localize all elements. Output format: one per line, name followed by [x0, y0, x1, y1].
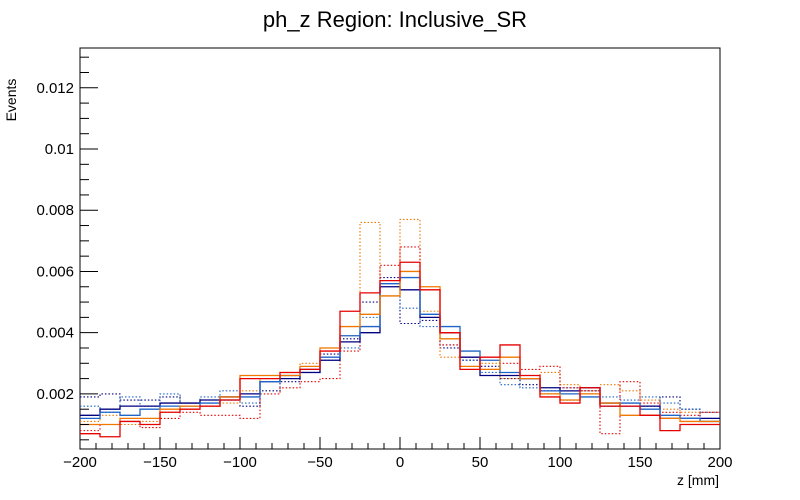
tick-layer: −200 −150 −100 −50 0 50 100 150 200 0.002 0.004 0.0…: [36, 56, 733, 471]
x-tick-label: 50: [472, 454, 489, 471]
series-layer: [80, 218, 720, 438]
series-3-solid-line: [80, 261, 720, 438]
x-axis-label: z [mm]: [677, 472, 719, 488]
series-7-dotted-line: [80, 246, 720, 435]
x-tick-label: 150: [627, 454, 652, 471]
y-tick-label: 0.004: [36, 325, 74, 342]
x-tick-label: 200: [707, 454, 732, 471]
x-tick-label: −200: [63, 454, 97, 471]
y-tick-label: 0.012: [36, 80, 74, 97]
series-4-dotted-line: [80, 277, 720, 419]
x-tick-label: 0: [396, 454, 404, 471]
y-tick-label: 0.002: [36, 386, 74, 403]
x-tick-label: −150: [143, 454, 177, 471]
plot-frame: [79, 47, 721, 450]
series-2-solid-line: [80, 270, 720, 426]
y-tick-label: 0.006: [36, 263, 74, 280]
y-tick-label: 0.008: [36, 202, 74, 219]
series-6-dotted-line: [80, 218, 720, 426]
y-axis-label: Events: [3, 79, 19, 122]
x-tick-label: 100: [547, 454, 572, 471]
x-tick-label: −50: [307, 454, 332, 471]
y-tick-label: 0.01: [45, 141, 74, 158]
chart-title: ph_z Region: Inclusive_SR: [263, 7, 527, 32]
x-tick-label: −100: [223, 454, 257, 471]
